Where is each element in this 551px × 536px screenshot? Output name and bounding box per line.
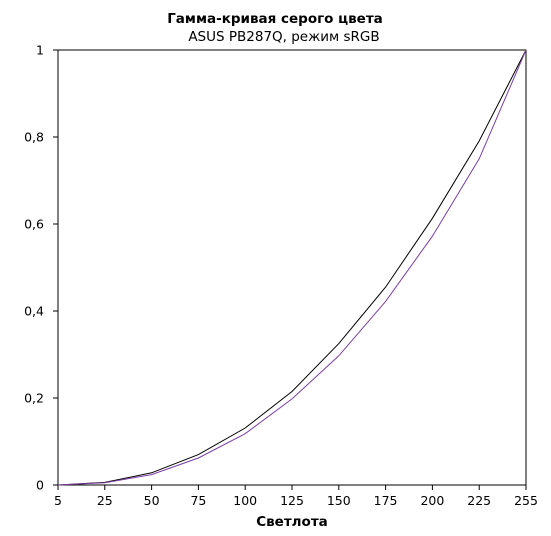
x-tick-label: 255 (514, 493, 538, 508)
x-tick-label: 75 (190, 493, 206, 508)
y-tick-label: 0,2 (24, 391, 44, 406)
x-tick-label: 5 (54, 493, 62, 508)
series-line-1 (57, 49, 527, 486)
chart-title: Гамма-кривая серого цвета (167, 11, 383, 27)
x-axis-label: Светлота (256, 514, 328, 530)
x-tick-label: 150 (327, 493, 351, 508)
series-layer (57, 49, 527, 486)
x-tick-label: 125 (280, 493, 304, 508)
x-tick-label: 200 (420, 493, 444, 508)
y-tick-label: 0,8 (24, 130, 44, 145)
y-tick-label: 0 (36, 478, 44, 493)
x-tick-label: 225 (467, 493, 491, 508)
x-tick-label: 25 (97, 493, 113, 508)
chart-subtitle: ASUS PB287Q, режим sRGB (188, 29, 379, 45)
x-tick-label: 50 (144, 493, 160, 508)
y-tick-label: 1 (36, 43, 44, 58)
series-line-2 (57, 49, 527, 486)
y-tick-label: 0,4 (24, 304, 44, 319)
x-axis-ticks: 5 25 50 75 100 125 150 175 200 225 255 (54, 485, 538, 508)
plot-area (57, 49, 527, 486)
x-tick-label: 100 (233, 493, 257, 508)
x-tick-label: 175 (374, 493, 398, 508)
y-axis-ticks: 0 0,2 0,4 0,6 0,8 1 (24, 43, 58, 493)
y-tick-label: 0,6 (24, 217, 44, 232)
